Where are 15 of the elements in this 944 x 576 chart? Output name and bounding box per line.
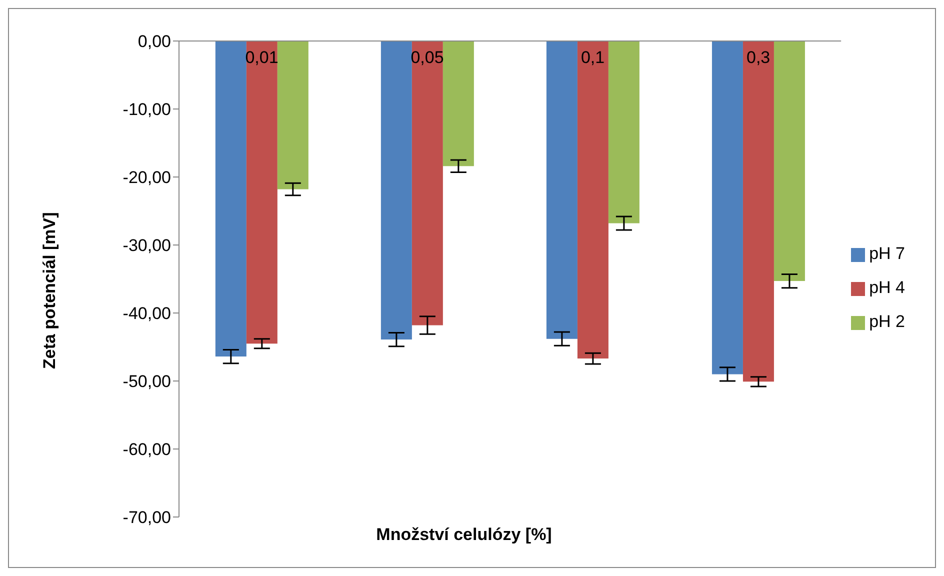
y-tick-label: -20,00 (122, 168, 171, 188)
legend-label: pH 4 (869, 278, 905, 297)
y-tick-label: -10,00 (122, 100, 171, 120)
y-tick-label: -50,00 (122, 372, 171, 392)
y-tick-label: -60,00 (122, 440, 171, 460)
x-axis-title: Množství celulózy [%] (375, 525, 553, 545)
y-tick-label: -70,00 (122, 508, 171, 528)
y-tick-label: -40,00 (122, 304, 171, 324)
legend-label: pH 2 (869, 312, 905, 331)
legend-label: pH 7 (869, 244, 905, 263)
x-tick-label: 0,3 (746, 48, 770, 67)
y-tick-label: 0,00 (138, 32, 171, 52)
x-tick-label: 0,1 (580, 48, 605, 67)
y-tick-label: -30,00 (122, 236, 171, 256)
y-axis-title: Zeta potenciál [mV] (40, 212, 60, 369)
